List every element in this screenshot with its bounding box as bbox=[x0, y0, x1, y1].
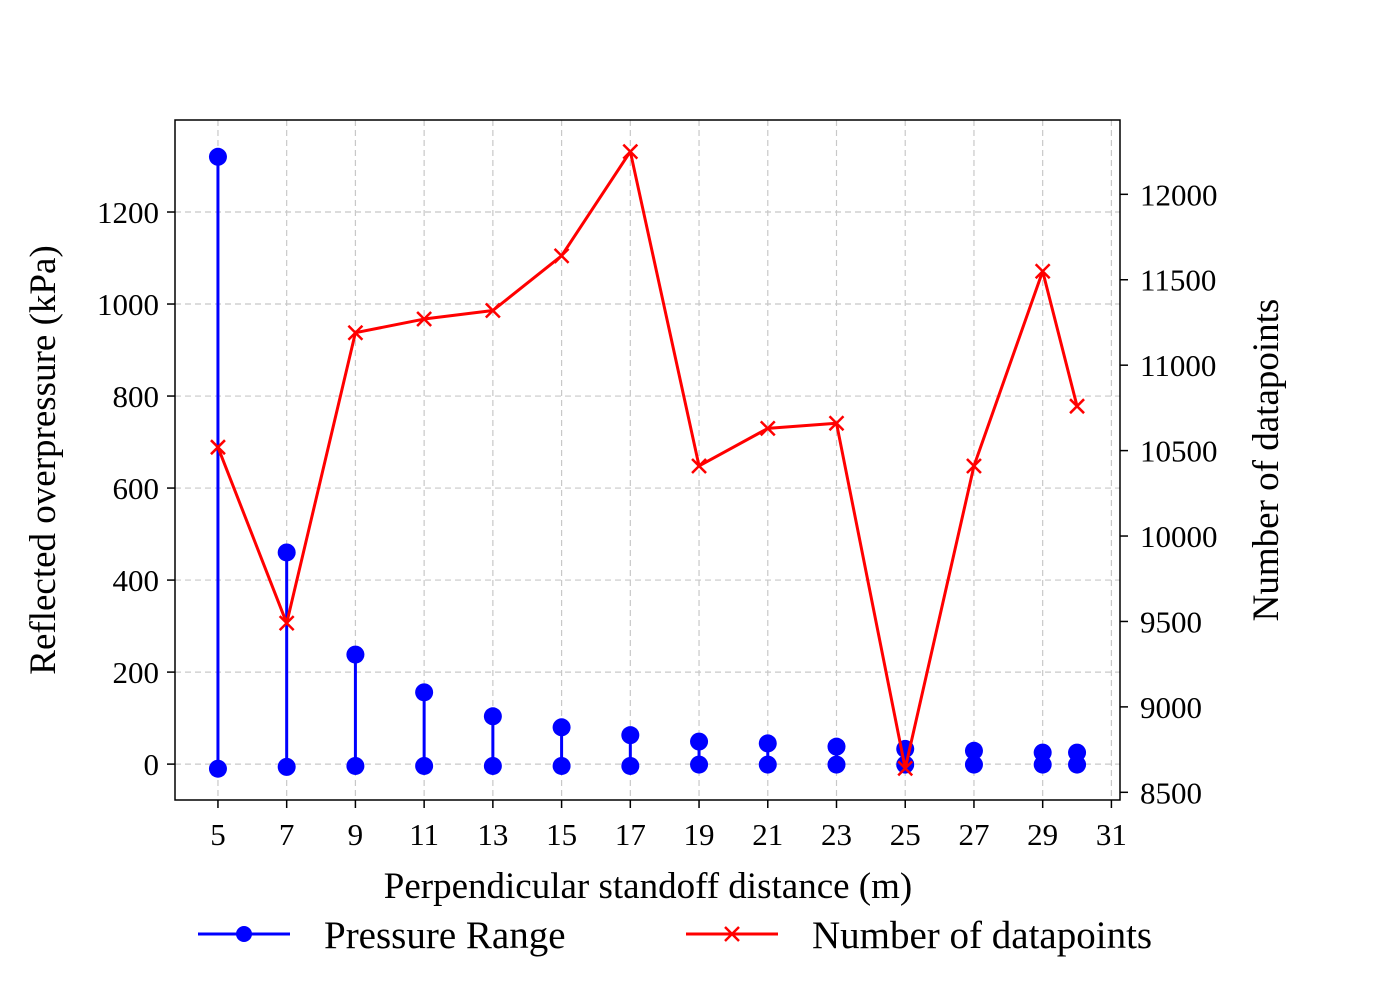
datapoints-marker bbox=[278, 615, 295, 632]
x-tick-label: 27 bbox=[958, 817, 989, 852]
pressure-range-max-point bbox=[552, 718, 571, 737]
x-tick-label: 5 bbox=[210, 817, 226, 852]
datapoints-marker bbox=[484, 302, 501, 319]
pressure-range-max-point bbox=[690, 732, 709, 751]
datapoints-marker bbox=[897, 760, 914, 777]
pressure-range-max-point bbox=[1033, 743, 1052, 762]
x-tick-label: 15 bbox=[546, 817, 577, 852]
y-left-tick-label: 1200 bbox=[97, 195, 159, 230]
y-left-tick-label: 200 bbox=[113, 655, 160, 690]
x-tick-label: 9 bbox=[348, 817, 364, 852]
y-right-tick-label: 10000 bbox=[1140, 519, 1218, 554]
datapoints-marker bbox=[210, 439, 226, 456]
pressure-range-max-point bbox=[621, 726, 640, 745]
datapoints-marker bbox=[966, 458, 982, 474]
pressure-range-max-point bbox=[827, 737, 846, 756]
pressure-range-min-point bbox=[483, 756, 502, 775]
y-axis-left: 0 200 400 600 800 1000 1200 bbox=[97, 195, 175, 782]
pressure-range-min-point bbox=[346, 756, 365, 775]
pressure-range-max-point bbox=[277, 543, 296, 562]
pressure-range-min-point bbox=[208, 759, 227, 778]
x-tick-label: 17 bbox=[615, 817, 646, 852]
pressure-range-max-point bbox=[346, 645, 365, 664]
datapoints-marker bbox=[1034, 263, 1051, 280]
datapoints-marker bbox=[622, 143, 639, 160]
pressure-range-min-point bbox=[621, 756, 640, 775]
legend-item-number-of-datapoints: Number of datapoints bbox=[686, 914, 1152, 957]
datapoints-marker bbox=[828, 415, 845, 432]
y-right-tick-label: 12000 bbox=[1140, 177, 1218, 212]
y-left-tick-label: 0 bbox=[144, 747, 160, 782]
pressure-range-min-point bbox=[758, 755, 777, 774]
pressure-range-max-point bbox=[415, 683, 434, 702]
y-left-tick-label: 1000 bbox=[97, 287, 159, 322]
x-tick-label: 7 bbox=[279, 817, 295, 852]
pressure-range-min-point bbox=[277, 757, 296, 776]
datapoints-marker bbox=[347, 324, 364, 341]
y-right-tick-label: 11000 bbox=[1140, 348, 1216, 383]
y-right-tick-label: 9000 bbox=[1140, 690, 1202, 725]
x-tick-label: 11 bbox=[409, 817, 439, 852]
x-tick-label: 19 bbox=[684, 817, 715, 852]
pressure-range-max-point bbox=[758, 734, 777, 753]
legend-label-pressure-range: Pressure Range bbox=[324, 914, 566, 957]
y-right-tick-label: 9500 bbox=[1140, 604, 1202, 639]
series-pressure-range bbox=[208, 147, 1087, 778]
x-tick-label: 31 bbox=[1096, 817, 1127, 852]
y-left-tick-label: 600 bbox=[113, 471, 160, 506]
x-tick-label: 29 bbox=[1027, 817, 1058, 852]
y-axis-right-label: Number of datapoints bbox=[1246, 299, 1287, 622]
datapoints-marker bbox=[691, 458, 707, 474]
datapoints-marker bbox=[759, 420, 776, 437]
datapoints-marker bbox=[416, 311, 433, 327]
y-axis-left-label: Reflected overpressure (kPa) bbox=[23, 245, 64, 674]
pressure-range-max-point bbox=[483, 707, 502, 726]
legend-item-pressure-range: Pressure Range bbox=[198, 914, 566, 957]
pressure-range-min-point bbox=[552, 756, 571, 775]
y-axis-right: 8500 9000 9500 10000 10500 11000 11500 12000 bbox=[1120, 177, 1218, 810]
x-axis: 5 7 9 11 13 15 17 19 21 23 25 27 29 31 bbox=[210, 800, 1127, 852]
legend-label-number-of-datapoints: Number of datapoints bbox=[812, 914, 1152, 957]
x-tick-label: 25 bbox=[890, 817, 921, 852]
datapoints-marker bbox=[1069, 398, 1085, 415]
pressure-range-min-point bbox=[964, 755, 983, 774]
pressure-range-max-point bbox=[964, 741, 983, 760]
datapoints-line bbox=[216, 150, 1079, 770]
x-tick-label: 21 bbox=[752, 817, 783, 852]
y-right-tick-label: 8500 bbox=[1140, 775, 1202, 810]
pressure-range-max-point bbox=[208, 147, 227, 166]
x-axis-label: Perpendicular standoff distance (m) bbox=[384, 866, 912, 907]
pressure-range-min-point bbox=[415, 756, 434, 775]
plot-area bbox=[208, 143, 1087, 778]
legend-swatch-datapoints-marker bbox=[724, 926, 740, 942]
y-right-tick-label: 10500 bbox=[1140, 434, 1218, 469]
plot-frame bbox=[174, 119, 1121, 801]
x-tick-label: 13 bbox=[477, 817, 508, 852]
legend-swatch-pressure-range-marker bbox=[236, 926, 252, 942]
pressure-range-min-point bbox=[827, 755, 846, 774]
datapoints-marker bbox=[553, 247, 570, 264]
legend: Pressure Range Number of datapoints bbox=[198, 914, 1152, 957]
pressure-range-min-point bbox=[690, 755, 709, 774]
y-left-tick-label: 400 bbox=[113, 563, 160, 598]
pressure-range-max-point bbox=[1068, 743, 1087, 762]
x-tick-label: 23 bbox=[821, 817, 852, 852]
series-number-of-datapoints bbox=[210, 143, 1085, 777]
y-right-tick-label: 11500 bbox=[1140, 263, 1216, 298]
y-left-tick-label: 800 bbox=[113, 379, 160, 414]
